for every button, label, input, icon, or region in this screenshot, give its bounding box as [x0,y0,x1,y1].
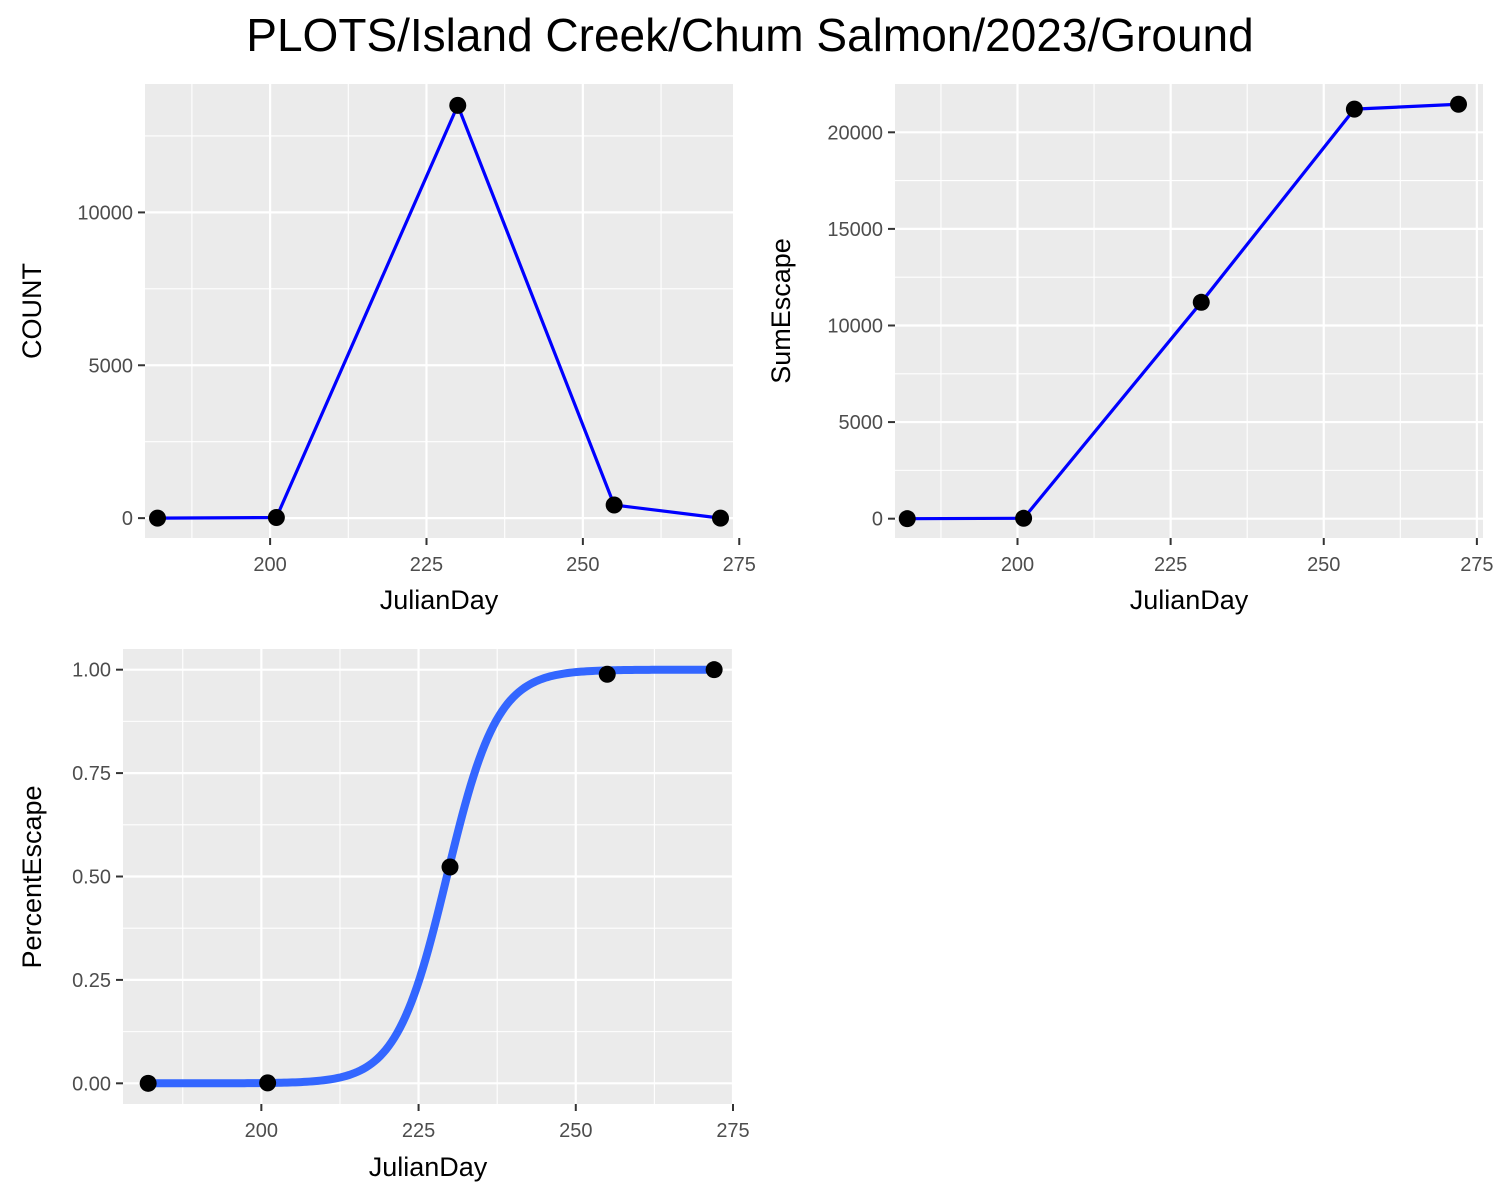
y-tick-label: 0.75 [72,763,111,785]
percentescape-series [139,661,723,1092]
data-point [449,96,467,114]
data-point [605,496,623,514]
y-tick-label: 10000 [77,202,133,224]
x-tick-label: 225 [1154,554,1187,576]
x-tick-label: 275 [1460,554,1493,576]
percentescape-y-axis: 0.00 0.25 0.50 0.75 1.00 [72,660,123,1095]
y-tick-label: 0.25 [72,970,111,992]
count-plot-background [145,84,733,538]
data-point [711,509,729,527]
data-point [1450,95,1467,113]
count-y-axis-title: COUNT [17,263,47,359]
fitted-curve [148,665,715,1088]
data-point [598,665,616,683]
count-minor-grid [145,84,733,538]
sumescape-x-axis-title: JulianDay [1130,585,1249,615]
sumescape-plot-background [895,84,1483,538]
x-tick-label: 250 [559,1120,592,1142]
y-tick-label: 0.00 [72,1073,111,1095]
count-x-axis: 200 225 250 275 [253,538,756,576]
sumescape-x-axis: 200 225 250 275 [1001,538,1494,576]
data-point [441,858,459,876]
sumescape-panel: 0 5000 10000 15000 20000 200 225 250 275 Julian… [766,84,1494,615]
count-panel: 0 5000 10000 200 225 250 275 JulianDay COUNT [17,84,756,615]
figure-title: PLOTS/Island Creek/Chum Salmon/2023/Grou… [246,9,1254,61]
y-tick-label: 0 [122,508,133,530]
data-point [149,509,167,527]
sumescape-series [898,95,1467,528]
data-point [267,509,285,527]
x-tick-label: 225 [410,554,443,576]
count-x-axis-title: JulianDay [380,585,499,615]
y-tick-label: 0.50 [72,867,111,889]
sumescape-y-axis: 0 5000 10000 15000 20000 [827,122,895,531]
x-tick-label: 275 [716,1120,749,1142]
percentescape-x-axis: 200 225 250 275 [245,1104,750,1142]
percentescape-y-axis-title: PercentEscape [17,785,47,968]
data-point [259,1074,277,1092]
x-tick-label: 225 [402,1120,435,1142]
sumescape-y-axis-title: SumEscape [766,238,796,384]
data-point [139,1074,157,1092]
x-tick-label: 275 [723,554,756,576]
data-point [1192,293,1210,311]
count-y-axis: 0 5000 10000 [77,202,145,530]
x-tick-label: 200 [245,1120,278,1142]
y-tick-label: 15000 [827,219,883,241]
y-tick-label: 5000 [89,355,134,377]
x-tick-label: 200 [253,554,286,576]
y-tick-label: 0 [872,509,883,531]
x-tick-label: 250 [566,554,599,576]
count-series [149,96,729,527]
data-point [1345,100,1363,118]
y-tick-label: 10000 [827,315,883,337]
data-point [705,661,723,679]
x-tick-label: 250 [1307,554,1340,576]
sumescape-minor-grid [895,84,1483,538]
percentescape-x-axis-title: JulianDay [369,1152,488,1182]
y-tick-label: 5000 [839,412,884,434]
data-point [898,510,916,528]
y-tick-label: 1.00 [72,660,111,682]
percentescape-panel: 0.00 0.25 0.50 0.75 1.00 200 225 250 275 Julian… [17,649,750,1182]
y-tick-label: 20000 [827,122,883,144]
x-tick-label: 200 [1001,554,1034,576]
data-point [1015,509,1033,527]
